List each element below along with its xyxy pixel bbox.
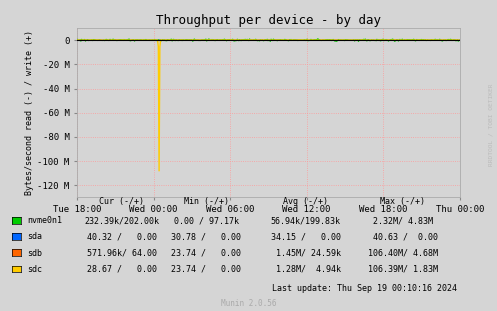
- Text: Last update: Thu Sep 19 00:10:16 2024: Last update: Thu Sep 19 00:10:16 2024: [272, 284, 457, 293]
- Text: sda: sda: [27, 233, 42, 241]
- Text: 232.39k/202.00k: 232.39k/202.00k: [84, 216, 159, 225]
- Text: nvme0n1: nvme0n1: [27, 216, 62, 225]
- Text: 2.32M/ 4.83M: 2.32M/ 4.83M: [373, 216, 432, 225]
- Text: 571.96k/ 64.00: 571.96k/ 64.00: [87, 249, 157, 258]
- Text: sdc: sdc: [27, 265, 42, 274]
- Text: 23.74 /   0.00: 23.74 / 0.00: [171, 249, 241, 258]
- Text: 0.00 / 97.17k: 0.00 / 97.17k: [174, 216, 239, 225]
- Text: 40.32 /   0.00: 40.32 / 0.00: [87, 233, 157, 241]
- Text: 1.28M/  4.94k: 1.28M/ 4.94k: [271, 265, 340, 274]
- Text: Avg (-/+): Avg (-/+): [283, 197, 328, 206]
- Text: 30.78 /   0.00: 30.78 / 0.00: [171, 233, 241, 241]
- Text: Max (-/+): Max (-/+): [380, 197, 425, 206]
- Text: Min (-/+): Min (-/+): [184, 197, 229, 206]
- Text: 23.74 /   0.00: 23.74 / 0.00: [171, 265, 241, 274]
- Text: RRDTOOL / TOBI OETIKER: RRDTOOL / TOBI OETIKER: [489, 83, 494, 166]
- Text: 1.45M/ 24.59k: 1.45M/ 24.59k: [271, 249, 340, 258]
- Text: 106.39M/ 1.83M: 106.39M/ 1.83M: [368, 265, 437, 274]
- Text: Cur (-/+): Cur (-/+): [99, 197, 144, 206]
- Text: 28.67 /   0.00: 28.67 / 0.00: [87, 265, 157, 274]
- Text: sdb: sdb: [27, 249, 42, 258]
- Title: Throughput per device - by day: Throughput per device - by day: [156, 14, 381, 27]
- Y-axis label: Bytes/second read (-) / write (+): Bytes/second read (-) / write (+): [25, 30, 34, 195]
- Text: 56.94k/199.83k: 56.94k/199.83k: [271, 216, 340, 225]
- Text: 34.15 /   0.00: 34.15 / 0.00: [271, 233, 340, 241]
- Text: 106.40M/ 4.68M: 106.40M/ 4.68M: [368, 249, 437, 258]
- Text: 40.63 /  0.00: 40.63 / 0.00: [368, 233, 437, 241]
- Text: Munin 2.0.56: Munin 2.0.56: [221, 299, 276, 308]
